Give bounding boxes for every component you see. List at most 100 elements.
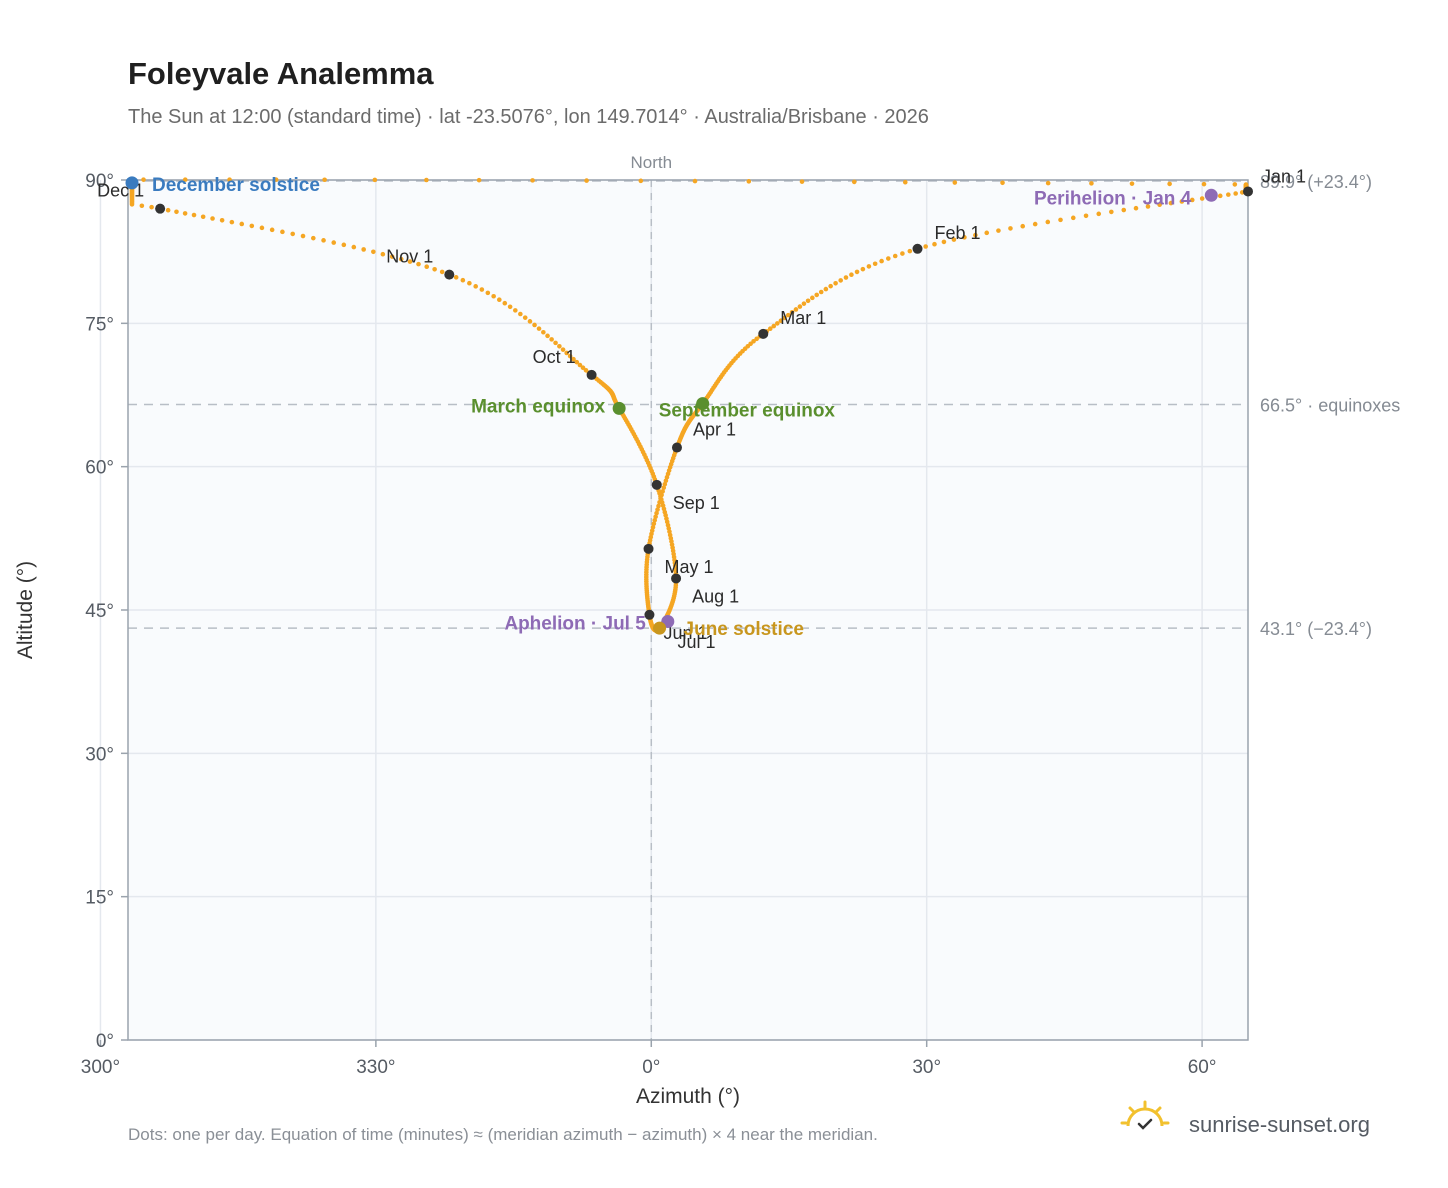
month-label: Feb 1: [935, 223, 981, 243]
chart-title: Foleyvale Analemma: [128, 56, 434, 91]
event-marker: [696, 397, 710, 411]
daily-sun-dot: [941, 239, 947, 245]
daily-sun-dot: [778, 318, 784, 323]
daily-sun-dot: [854, 269, 860, 275]
daily-sun-dot: [398, 256, 404, 262]
daily-sun-dot: [290, 231, 296, 237]
daily-sun-dot: [453, 275, 459, 280]
daily-sun-dot: [182, 211, 188, 216]
daily-sun-dot: [746, 179, 752, 184]
daily-sun-dot: [932, 241, 937, 247]
daily-sun-dot: [424, 177, 429, 183]
daily-sun-dot: [653, 514, 658, 520]
daily-sun-dot: [485, 290, 491, 296]
daily-sun-dot: [838, 278, 843, 283]
daily-sun-dot: [843, 275, 849, 280]
daily-sun-dot: [866, 264, 872, 269]
daily-sun-dot: [311, 235, 316, 241]
month-label: Mar 1: [780, 308, 826, 328]
event-marker: [1204, 188, 1218, 202]
daily-sun-dot: [249, 223, 255, 229]
daily-sun-dot: [872, 261, 878, 267]
daily-sun-dot: [662, 481, 668, 487]
daily-sun-dot: [771, 323, 777, 329]
daily-sun-dot: [952, 180, 958, 185]
brand-logo[interactable]: sunrise-sunset.org: [1120, 1100, 1370, 1137]
x-tick-label: 300°: [81, 1057, 120, 1078]
event-label: June solstice: [684, 619, 804, 640]
daily-sun-dot: [951, 237, 957, 242]
daily-sun-dot: [1133, 205, 1139, 211]
daily-sun-dot: [833, 280, 838, 286]
daily-sun-dot: [801, 301, 807, 306]
daily-sun-dot: [174, 209, 179, 215]
daily-sun-dot: [141, 177, 146, 182]
daily-sun-dot: [584, 178, 589, 183]
event-label: Perihelion · Jan 4: [1034, 188, 1192, 209]
daily-sun-dot: [227, 177, 232, 182]
daily-sun-dot: [789, 309, 795, 315]
daily-sun-dot: [828, 283, 833, 289]
month-marker: [651, 479, 662, 490]
daily-sun-dot: [210, 216, 215, 221]
daily-sun-dot: [1058, 217, 1063, 223]
daily-sun-dot: [574, 359, 580, 365]
daily-sun-dot: [371, 249, 376, 255]
brand-name: sunrise-sunset.org: [1189, 1112, 1370, 1137]
daily-sun-dot: [775, 321, 780, 326]
reference-lines: North 89.9° (+23.4°) 66.5° · equinoxes 43.1…: [128, 153, 1400, 1040]
daily-sun-dot: [797, 304, 803, 309]
daily-sun-dot: [460, 277, 466, 283]
daily-sun-dot: [577, 362, 583, 368]
month-label: Jun 1: [663, 623, 707, 643]
daily-sun-dot: [341, 242, 347, 248]
month-marker: [586, 369, 597, 380]
daily-sun-dot: [1232, 182, 1238, 187]
month-marker: [758, 328, 769, 339]
month-label: Nov 1: [386, 247, 433, 267]
event-marker: [612, 401, 626, 415]
y-tick-label: 30°: [85, 744, 114, 765]
daily-sun-dot: [239, 221, 245, 227]
daily-sun-dot: [1233, 191, 1238, 196]
daily-sun-dot: [549, 337, 554, 342]
daily-sun-dot: [530, 178, 535, 183]
daily-sun-dot: [280, 229, 285, 235]
altitude-reference-label: 66.5° · equinoxes: [1260, 396, 1400, 416]
daily-sun-dot: [229, 219, 235, 225]
daily-sun-dot: [300, 233, 306, 239]
daily-sun-dot: [165, 207, 171, 213]
daily-sun-dot: [900, 251, 905, 256]
daily-sun-dot: [767, 326, 773, 332]
daily-sun-dot: [219, 217, 225, 223]
month-marker: [155, 203, 166, 214]
daily-sun-dot: [902, 179, 908, 185]
daily-sun-dot: [814, 292, 820, 298]
month-marker: [644, 609, 655, 620]
daily-sun-dot: [560, 347, 566, 352]
footnote: Dots: one per day. Equation of time (min…: [128, 1125, 878, 1144]
x-tick-label: 60°: [1188, 1057, 1217, 1078]
daily-sun-dot: [1083, 213, 1089, 219]
x-tick-label: 0°: [642, 1057, 660, 1078]
daily-sun-dot: [1096, 211, 1102, 217]
daily-sun-dot: [424, 264, 430, 269]
daily-sun-dot: [407, 259, 413, 264]
daily-sun-dot: [1020, 223, 1026, 229]
daily-sun-dot: [467, 280, 472, 286]
daily-sun-dot: [1008, 226, 1013, 231]
daily-sun-dot: [663, 478, 669, 483]
daily-sun-dot: [273, 177, 279, 182]
daily-sun-dot: [754, 336, 759, 342]
event-label: March equinox: [471, 396, 606, 417]
altitude-reference-label: 89.9° (+23.4°): [1260, 172, 1372, 192]
month-label: Jan 1: [1262, 166, 1306, 186]
daily-sun-dot: [849, 272, 854, 278]
month-label: Apr 1: [693, 420, 736, 440]
daily-sun-dot: [886, 256, 891, 261]
daily-sun-dot: [1179, 199, 1185, 204]
daily-sun-dot: [532, 322, 537, 328]
altitude-reference-label: 43.1° (−23.4°): [1260, 619, 1372, 639]
month-marker: [671, 573, 682, 584]
